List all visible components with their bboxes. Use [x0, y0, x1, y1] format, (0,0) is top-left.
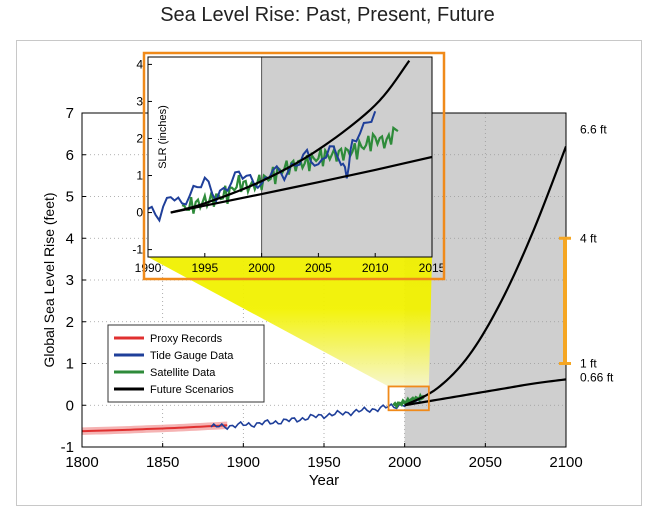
inset-axes-box — [147, 56, 433, 258]
x-tick-label: 1950 — [307, 454, 340, 471]
annotation-4-ft: 4 ft — [580, 231, 597, 245]
tide-gauge-line — [210, 398, 422, 431]
inset-series-group — [148, 60, 432, 223]
y-tick-label: 4 — [66, 230, 74, 247]
inset-y-tick-label: 0 — [136, 206, 143, 220]
main-series-group — [82, 146, 566, 435]
zoom-funnel — [148, 257, 432, 387]
y-tick-label: 3 — [66, 272, 74, 289]
inset-future-high-line — [170, 60, 411, 214]
y-tick-label: 0 — [66, 397, 74, 414]
x-tick-label: 1800 — [65, 454, 98, 471]
inset-x-tick-label: 1995 — [191, 261, 218, 275]
inset-y-tick-label: 1 — [136, 169, 143, 183]
y-tick-label: 7 — [66, 105, 74, 122]
inset-y-tick-label: -1 — [132, 243, 143, 257]
future-low-line — [404, 378, 566, 407]
x-tick-label: 1900 — [227, 454, 260, 471]
inset-x-tick-label: 1990 — [135, 261, 162, 275]
inset-x-tick-label: 2005 — [305, 261, 332, 275]
y-tick-label: 2 — [66, 314, 74, 331]
inset-y-tick-label: 3 — [136, 94, 143, 108]
x-tick-label: 1850 — [146, 454, 179, 471]
inset-x-tick-label: 2000 — [248, 261, 275, 275]
inset-x-tick-label: 2010 — [362, 261, 389, 275]
annotation-6-6-ft: 6.6 ft — [580, 123, 607, 137]
inset-border — [142, 51, 446, 281]
inset-x-tick-label: 2015 — [419, 261, 446, 275]
inset-y-tick-label: 4 — [136, 57, 143, 71]
chart-title: Sea Level Rise: Past, Present, Future — [160, 4, 495, 26]
x-tick-label: 2050 — [469, 454, 502, 471]
y-tick-label: -1 — [61, 439, 74, 456]
annotation-1-ft: 1 ft — [580, 357, 597, 371]
x-tick-label: 2100 — [549, 454, 582, 471]
future-high-line — [404, 146, 566, 407]
y-tick-label: 1 — [66, 356, 74, 373]
chart-frame — [16, 40, 642, 506]
zoom-highlight-box — [387, 385, 430, 412]
inset-y-tick-label: 2 — [136, 131, 143, 145]
y-tick-label: 6 — [66, 147, 74, 164]
annotation-0-66-ft: 0.66 ft — [580, 371, 614, 385]
inset-future-low-line — [170, 155, 432, 214]
inset-future-region — [261, 57, 432, 257]
y-tick-label: 5 — [66, 189, 74, 206]
x-tick-label: 2000 — [388, 454, 421, 471]
